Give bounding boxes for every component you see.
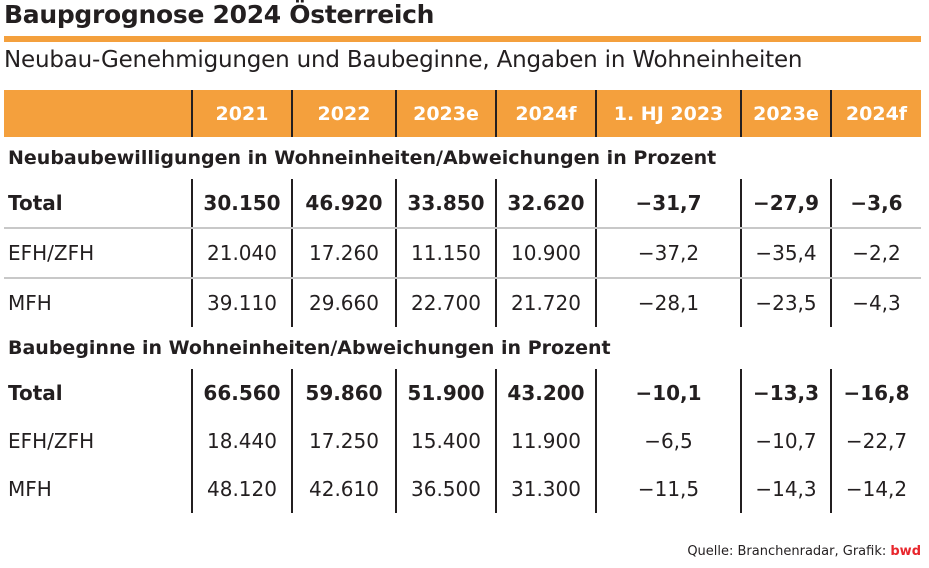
page-title: Baupgrognose 2024 Österreich <box>4 0 435 29</box>
table-cell: 22.700 <box>395 278 496 327</box>
table-row: EFH/ZFH 18.440 17.250 15.400 11.900 −6,5… <box>4 417 921 465</box>
source-note: Quelle: Branchenradar, Grafik: bwd <box>687 544 921 559</box>
table-cell: −14,3 <box>740 465 831 513</box>
table-cell: 36.500 <box>395 465 496 513</box>
table-cell: −16,8 <box>830 369 921 417</box>
table-cell: 11.150 <box>395 228 496 279</box>
table-cell: 11.900 <box>495 417 596 465</box>
table-cell: −2,2 <box>830 228 921 279</box>
table-cell: −27,9 <box>740 179 831 229</box>
row-label: Total <box>4 179 192 229</box>
table-cell: 30.150 <box>191 179 292 229</box>
table-cell: 33.850 <box>395 179 496 229</box>
table-cell: 32.620 <box>495 179 596 229</box>
table-cell: −4,3 <box>830 278 921 327</box>
table-row: Total 30.150 46.920 33.850 32.620 −31,7 … <box>4 179 921 229</box>
header-cell-2023e-pct: 2023e <box>740 90 831 137</box>
header-cell-label <box>4 90 192 137</box>
table-cell: −31,7 <box>595 179 741 229</box>
data-table: 2021 2022 2023e 2024f 1. HJ 2023 2023e 2… <box>4 90 921 513</box>
table-cell: −14,2 <box>830 465 921 513</box>
table-cell: 21.040 <box>191 228 292 279</box>
header-cell-2024f: 2024f <box>495 90 596 137</box>
table-row: Total 66.560 59.860 51.900 43.200 −10,1 … <box>4 369 921 417</box>
table-cell: −28,1 <box>595 278 741 327</box>
table-row: MFH 39.110 29.660 22.700 21.720 −28,1 −2… <box>4 278 921 327</box>
table-cell: 10.900 <box>495 228 596 279</box>
table-cell: −10,1 <box>595 369 741 417</box>
row-label: MFH <box>8 477 52 501</box>
table-cell: 43.200 <box>495 369 596 417</box>
table-cell: 31.300 <box>495 465 596 513</box>
row-label: MFH <box>8 291 52 315</box>
table-cell: −11,5 <box>595 465 741 513</box>
table-cell: −13,3 <box>740 369 831 417</box>
section-heading: Neubaubewilligungen in Wohneinheiten/Abw… <box>8 147 717 169</box>
table-cell: 15.400 <box>395 417 496 465</box>
table-cell: −37,2 <box>595 228 741 279</box>
table-cell: 51.900 <box>395 369 496 417</box>
table-cell: −10,7 <box>740 417 831 465</box>
section-heading-row: Neubaubewilligungen in Wohneinheiten/Abw… <box>4 137 921 179</box>
header-cell-2023e: 2023e <box>395 90 496 137</box>
table-cell: −35,4 <box>740 228 831 279</box>
page-subtitle: Neubau-Genehmigungen und Baubeginne, Ang… <box>4 47 803 73</box>
header-cell-2022: 2022 <box>291 90 396 137</box>
table-row: MFH 48.120 42.610 36.500 31.300 −11,5 −1… <box>4 465 921 513</box>
table-cell: −23,5 <box>740 278 831 327</box>
brand-logo: bwd <box>890 544 921 559</box>
table-cell: 46.920 <box>291 179 396 229</box>
row-label: Total <box>8 381 63 405</box>
table-cell: −22,7 <box>830 417 921 465</box>
section-heading-row: Baubeginne in Wohneinheiten/Abweichungen… <box>4 327 921 369</box>
table-cell: 39.110 <box>191 278 292 327</box>
table-cell: 21.720 <box>495 278 596 327</box>
section-heading: Baubeginne in Wohneinheiten/Abweichungen… <box>8 337 611 359</box>
header-row: 2021 2022 2023e 2024f 1. HJ 2023 2023e 2… <box>4 90 921 137</box>
header-cell-2021: 2021 <box>191 90 292 137</box>
row-label: EFH/ZFH <box>8 429 95 453</box>
table-row: EFH/ZFH 21.040 17.260 11.150 10.900 −37,… <box>4 228 921 279</box>
table-cell: 17.260 <box>291 228 396 279</box>
header-cell-1hj-2023: 1. HJ 2023 <box>595 90 741 137</box>
table-cell: −3,6 <box>830 179 921 229</box>
table-cell: 66.560 <box>191 369 292 417</box>
table-cell: 18.440 <box>191 417 292 465</box>
table-cell: 59.860 <box>291 369 396 417</box>
title-divider <box>4 36 921 42</box>
header-cell-2024f-pct: 2024f <box>830 90 921 137</box>
table-cell: 42.610 <box>291 465 396 513</box>
table-cell: 29.660 <box>291 278 396 327</box>
source-text: Quelle: Branchenradar, Grafik: <box>687 544 887 559</box>
table-cell: −6,5 <box>595 417 741 465</box>
row-label: EFH/ZFH <box>4 228 192 279</box>
table-cell: 17.250 <box>291 417 396 465</box>
table-cell: 48.120 <box>191 465 292 513</box>
